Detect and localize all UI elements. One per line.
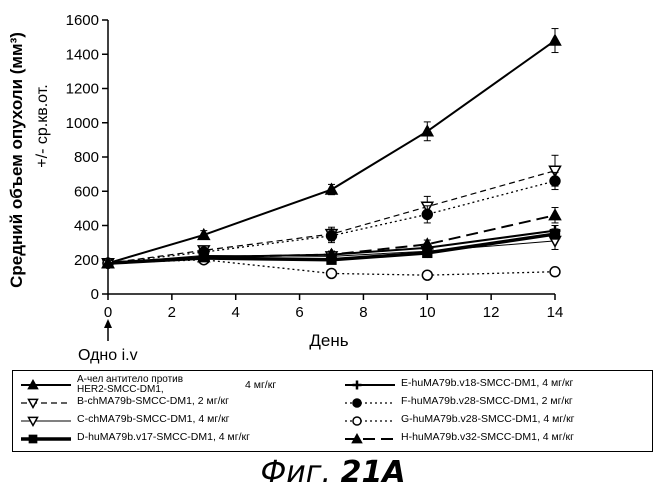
x-tick-label: 4	[232, 304, 240, 321]
dosing-annotation: Одно i.v	[78, 347, 138, 364]
data-point-G	[550, 267, 560, 277]
tumor-volume-chart: 0 200 400 600 800 1000 1200 1400 1600 0 2 4 6 8 10 12 14…	[0, 0, 666, 370]
y-tick-label: 1200	[66, 81, 99, 98]
legend-label: D-huMA79b.v17-SMCC-DM1, 4 мг/кг	[77, 431, 250, 444]
legend-swatch-D	[19, 432, 73, 446]
x-tick-label: 14	[547, 304, 564, 321]
x-tick-label: 10	[419, 304, 436, 321]
legend-swatch-E	[343, 378, 397, 392]
y-tick-label: 800	[74, 149, 99, 166]
legend-swatch-F	[343, 396, 397, 410]
legend-swatch-G	[343, 414, 397, 428]
data-point-A	[550, 35, 561, 45]
dosing-arrow-icon	[104, 319, 112, 341]
y-tick-label: 600	[74, 183, 99, 200]
x-tick-label: 8	[359, 304, 367, 321]
legend-label: E-huMA79b.v18-SMCC-DM1, 4 мг/кг	[401, 377, 573, 390]
legend-label: F-huMA79b.v28-SMCC-DM1, 2 мг/кг	[401, 395, 573, 408]
data-point-F	[550, 176, 560, 186]
legend-swatch-A	[19, 378, 73, 392]
y-tick-label: 1400	[66, 46, 99, 63]
y-axis-subtitle: +/- ср.кв.от.	[34, 84, 51, 167]
y-tick-label: 1600	[66, 12, 99, 29]
data-point-F	[327, 231, 337, 241]
data-point-G	[422, 270, 432, 280]
data-point-A	[326, 184, 337, 194]
chart-legend: A-чел антитело противHER2-SMCC-DM1, 4 мг/…	[12, 370, 653, 452]
y-tick-label: 1000	[66, 115, 99, 132]
data-point-G	[327, 269, 337, 279]
legend-label: G-huMA79b.v28-SMCC-DM1, 4 мг/кг	[401, 413, 575, 426]
legend-dose: 4 мг/кг	[245, 379, 276, 391]
data-point-A	[422, 126, 433, 136]
chart-series	[103, 29, 561, 281]
caption-number: 21A	[341, 455, 406, 490]
legend-label: H-huMA79b.v32-SMCC-DM1, 4 мг/кг	[401, 431, 574, 444]
y-tick-label: 400	[74, 218, 99, 235]
legend-label: B-chMA79b-SMCC-DM1, 2 мг/кг	[77, 395, 229, 408]
legend-swatch-H	[343, 432, 397, 446]
data-point-H	[550, 210, 561, 220]
data-point-F	[422, 209, 432, 219]
caption-prefix: Фиг.	[260, 455, 340, 490]
legend-swatch-B	[19, 396, 73, 410]
x-axis-title: День	[309, 331, 348, 350]
legend-swatch-C	[19, 414, 73, 428]
x-tick-label: 12	[483, 304, 500, 321]
legend-label: C-chMA79b-SMCC-DM1, 4 мг/кг	[77, 413, 230, 426]
chart-axes: 0 200 400 600 800 1000 1200 1400 1600 0 2 4 6 8 10 12 14	[66, 12, 564, 321]
y-tick-label: 200	[74, 252, 99, 269]
figure-caption: Фиг. 21A	[0, 455, 666, 490]
x-tick-label: 0	[104, 304, 112, 321]
x-tick-label: 2	[168, 304, 176, 321]
y-axis-title: Средний объем опухоли (мм³)	[7, 32, 26, 288]
x-tick-label: 6	[295, 304, 303, 321]
legend-label: A-чел антитело противHER2-SMCC-DM1,	[77, 373, 183, 396]
y-tick-label: 0	[91, 286, 99, 303]
